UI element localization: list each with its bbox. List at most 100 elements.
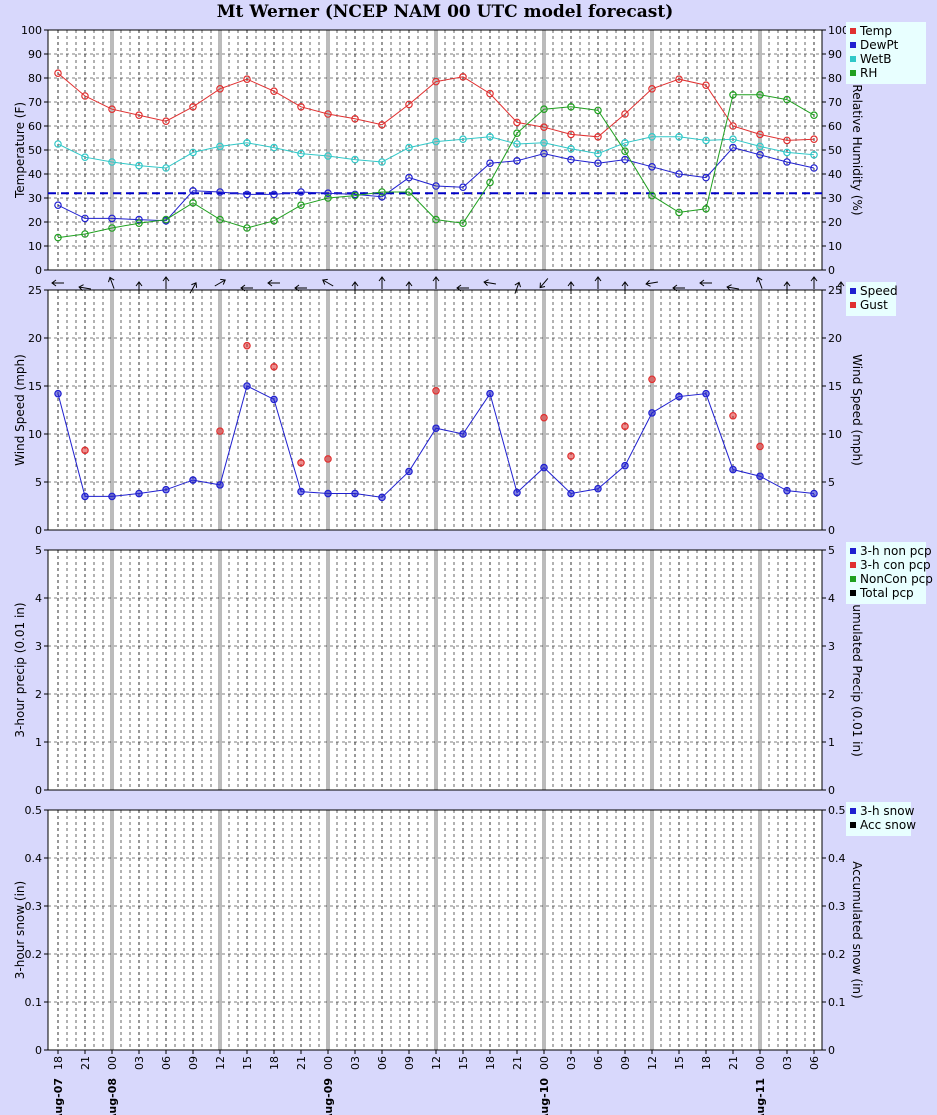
data-point-speed	[324, 489, 332, 498]
data-point-rh	[81, 230, 89, 238]
x-tick-label: 15	[241, 1056, 254, 1070]
data-point-wetb	[756, 142, 764, 151]
wind-arrow-shaft	[322, 279, 334, 287]
data-point-temp	[594, 133, 602, 141]
data-point-rh	[270, 217, 278, 225]
x-tick-label: 00	[754, 1056, 767, 1070]
data-point-temp	[756, 130, 764, 139]
y-tick-label: 0.1	[25, 996, 43, 1009]
legend-swatch	[850, 590, 856, 596]
legend-label: 3-h snow	[860, 804, 915, 818]
legend-swatch	[850, 288, 856, 294]
data-point-temp	[54, 69, 62, 78]
legend-label: RH	[860, 66, 877, 80]
data-point-speed	[621, 461, 629, 470]
data-point-gust	[432, 386, 440, 395]
data-point-temp	[810, 135, 818, 144]
x-tick-label: 06	[808, 1056, 821, 1070]
x-tick-label: 12	[214, 1056, 227, 1070]
wind-arrow	[214, 278, 226, 287]
wind-arrow	[621, 281, 629, 294]
data-point-temp	[405, 100, 413, 109]
x-tick-label: 09	[187, 1056, 200, 1070]
data-point-rh	[810, 111, 818, 120]
legend-label: NonCon pcp	[860, 572, 933, 586]
y-tick-label: 3	[35, 640, 42, 653]
y2-tick-label: 10	[828, 240, 842, 253]
data-point-wetb	[810, 151, 818, 159]
data-point-wetb	[513, 140, 521, 148]
x-tick-label: 15	[457, 1056, 470, 1070]
data-point-rh	[243, 224, 251, 232]
legend-box	[846, 802, 911, 836]
data-point-temp	[513, 118, 521, 127]
data-point-gust	[729, 411, 737, 420]
data-point-rh	[594, 106, 602, 115]
data-point-wetb	[783, 148, 791, 157]
data-point-wetb	[135, 161, 143, 170]
y-tick-label: 0	[35, 784, 42, 797]
data-point-rh	[756, 91, 764, 99]
data-point-rh	[324, 194, 332, 202]
y-tick-label: 40	[28, 168, 42, 181]
data-point-temp	[432, 77, 440, 86]
wind-arrow	[78, 284, 91, 291]
y2-tick-label: 15	[828, 380, 842, 393]
series-line-rh	[57, 94, 815, 239]
legend-swatch	[850, 302, 856, 308]
wind-arrow-head	[51, 279, 57, 287]
y2-tick-label: 90	[828, 48, 842, 61]
data-point-speed	[135, 489, 143, 498]
data-point-speed	[297, 487, 305, 496]
x-tick-label: 12	[430, 1056, 443, 1070]
data-point-dewpt	[378, 193, 386, 201]
data-point-wetb	[621, 139, 629, 147]
legend-label: WetB	[860, 52, 891, 66]
y2-axis-label: Accumulated snow (in)	[850, 861, 864, 998]
x-tick-label: 03	[133, 1056, 146, 1070]
data-point-wetb	[702, 136, 710, 145]
x-tick-label: 18	[52, 1056, 65, 1070]
wind-arrow	[539, 278, 549, 289]
data-point-rh	[216, 215, 224, 224]
data-point-wetb	[540, 139, 548, 147]
legend-swatch	[850, 808, 856, 814]
y2-tick-label: 0	[828, 264, 835, 277]
series-line-dewpt	[57, 147, 815, 222]
wind-arrow-shaft	[79, 286, 91, 290]
wind-arrow	[514, 281, 521, 294]
y2-tick-label: 5	[828, 544, 835, 557]
data-point-temp	[702, 81, 710, 90]
data-point-dewpt	[459, 183, 467, 192]
x-tick-label: 00	[538, 1056, 551, 1070]
data-point-speed	[162, 485, 170, 494]
wind-arrow	[51, 279, 64, 287]
data-point-speed	[54, 389, 62, 398]
y2-tick-label: 70	[828, 96, 842, 109]
data-point-speed	[270, 395, 278, 404]
data-point-dewpt	[810, 164, 818, 172]
x-tick-label: 03	[565, 1056, 578, 1070]
legend-box	[846, 282, 896, 316]
legend-swatch	[850, 562, 856, 568]
y-axis-label: 3-hour precip (0.01 in)	[13, 602, 27, 737]
y2-tick-label: 0.4	[828, 852, 846, 865]
data-point-dewpt	[432, 182, 440, 190]
y-tick-label: 0	[35, 264, 42, 277]
wind-arrow-shaft	[514, 282, 520, 294]
y2-axis-label: Wind Speed (mph)	[850, 354, 864, 466]
wind-arrow-shaft	[484, 281, 496, 285]
wind-arrow-head	[322, 278, 328, 285]
data-point-wetb	[54, 140, 62, 148]
data-point-temp	[135, 111, 143, 120]
wind-arrow-shaft	[727, 286, 739, 290]
data-point-gust	[216, 427, 224, 435]
data-point-temp	[621, 110, 629, 118]
wind-arrow	[756, 276, 763, 289]
data-point-gust	[243, 341, 251, 350]
x-date-label: Aug-08	[106, 1078, 119, 1115]
y2-tick-label: 40	[828, 168, 842, 181]
data-point-dewpt	[297, 188, 305, 196]
data-point-temp	[648, 85, 656, 93]
y2-tick-label: 100	[828, 24, 849, 37]
